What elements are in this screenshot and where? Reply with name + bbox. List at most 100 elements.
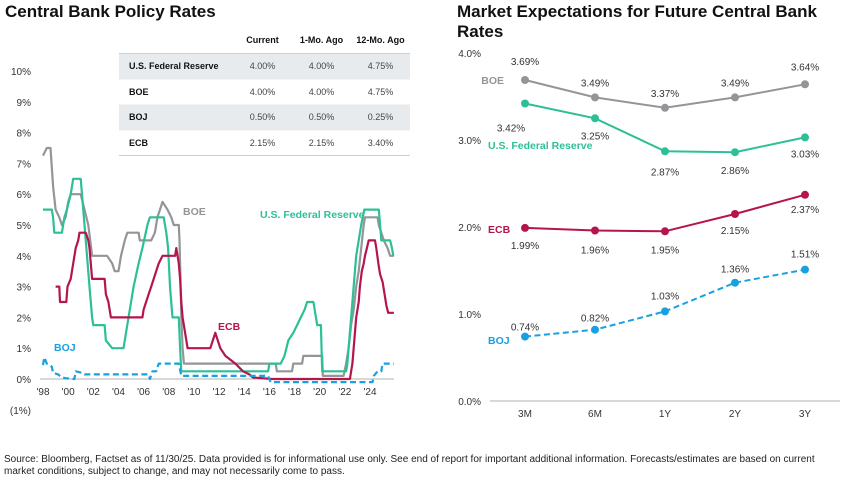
series-label-boe: BOE [481, 75, 504, 87]
data-point-ecb [591, 226, 599, 235]
data-label-boj: 1.03% [651, 291, 679, 302]
x-tick-label: 2Y [729, 409, 742, 420]
data-point-ecb [801, 190, 809, 199]
policy-rates-table: Current 1-Mo. Ago 12-Mo. Ago U.S. Federa… [119, 33, 410, 156]
y-tick-label: 10% [11, 67, 31, 78]
series-label-ecb: ECB [488, 224, 511, 236]
table-row: U.S. Federal Reserve 4.00% 4.00% 4.75% [119, 53, 410, 79]
series-line-u-s-federal-reserve [43, 177, 395, 373]
table-header-current: Current [246, 35, 279, 45]
y-tick-label: (1%) [10, 406, 31, 417]
data-point-boe [801, 80, 809, 89]
row-name: U.S. Federal Reserve [129, 61, 219, 72]
table-header-row: Current 1-Mo. Ago 12-Mo. Ago [119, 33, 410, 54]
data-point-u-s-federal-reserve [591, 114, 599, 123]
data-label-ecb: 2.37% [791, 205, 819, 216]
y-tick-label: 3.0% [458, 136, 481, 147]
data-label-ecb: 1.96% [581, 245, 609, 256]
row-12mo: 3.40% [367, 137, 394, 148]
table-row: BOE 4.00% 4.00% 4.75% [119, 79, 410, 105]
series-label-u-s-federal-reserve: U.S. Federal Reserve [260, 209, 365, 221]
x-tick-label: '06 [137, 387, 150, 398]
x-tick-label: '16 [263, 387, 276, 398]
data-label-u-s-federal-reserve: 2.87% [651, 167, 679, 178]
y-tick-label: 9% [17, 98, 32, 109]
y-tick-label: 7% [17, 159, 32, 170]
x-tick-label: '14 [238, 387, 251, 398]
table-row: ECB 2.15% 2.15% 3.40% [119, 130, 410, 156]
data-label-boe: 3.37% [651, 89, 679, 100]
data-point-boj [661, 307, 669, 316]
data-point-boe [521, 76, 529, 84]
y-tick-label: 8% [17, 129, 32, 140]
series-label-ecb: ECB [218, 321, 241, 333]
row-name: BOE [129, 86, 149, 97]
row-1mo: 4.00% [308, 86, 335, 97]
x-tick-label: 1Y [659, 409, 672, 420]
x-tick-label: '10 [187, 387, 200, 398]
x-tick-label: '08 [162, 387, 175, 398]
x-tick-label: '04 [112, 387, 125, 398]
y-tick-label: 5% [17, 221, 32, 232]
y-tick-label: 1% [17, 344, 32, 355]
row-name: ECB [129, 137, 149, 148]
x-tick-label: 3Y [799, 409, 812, 420]
y-tick-label: 1.0% [458, 310, 481, 321]
data-point-u-s-federal-reserve [661, 147, 669, 156]
row-12mo: 0.25% [367, 112, 394, 123]
row-current: 4.00% [249, 61, 276, 72]
x-tick-label: '00 [62, 387, 75, 398]
x-tick-label: '02 [87, 387, 100, 398]
data-point-boe [591, 93, 599, 102]
x-tick-label: 6M [588, 409, 602, 420]
x-tick-label: '24 [363, 387, 376, 398]
series-label-boj: BOJ [488, 335, 510, 347]
table-header-12mo: 12-Mo. Ago [356, 35, 405, 45]
table-header-blank [119, 33, 233, 54]
table-header-1mo: 1-Mo. Ago [299, 35, 344, 45]
data-point-u-s-federal-reserve [801, 133, 809, 142]
y-tick-label: 0.0% [458, 397, 481, 408]
data-label-u-s-federal-reserve: 3.25% [581, 131, 609, 142]
series-line-ecb [55, 231, 394, 381]
series-label-boj: BOJ [54, 342, 76, 354]
row-current: 4.00% [249, 86, 276, 97]
table-row: BOJ 0.50% 0.50% 0.25% [119, 104, 410, 130]
right-chart-title: Market Expectations for Future Central B… [457, 2, 817, 41]
y-tick-label: 4.0% [458, 49, 481, 60]
row-current: 2.15% [249, 137, 276, 148]
row-1mo: 0.50% [308, 112, 335, 123]
data-point-boj [521, 332, 529, 341]
left-chart-title: Central Bank Policy Rates [5, 2, 216, 21]
data-label-ecb: 1.99% [511, 241, 539, 252]
x-tick-label: '98 [36, 387, 49, 398]
policy-rates-chart: 10% 9% 8% 7% 6% 5% 4% 3% 2% 1% 0% (1%) '98 '00 '02 '04 '… [10, 67, 395, 417]
source-footnote: Source: Bloomberg, Factset as of 11/30/2… [4, 454, 815, 477]
series-line-boj [524, 268, 806, 338]
data-label-boe: 3.69% [511, 57, 539, 68]
data-label-boe: 3.64% [791, 62, 819, 73]
x-tick-label: '12 [213, 387, 226, 398]
data-point-ecb [521, 223, 529, 232]
data-point-boj [591, 325, 599, 334]
row-name: BOJ [129, 112, 148, 123]
data-label-u-s-federal-reserve: 3.03% [791, 149, 819, 160]
x-tick-label: 3M [518, 409, 532, 420]
y-tick-label: 6% [17, 190, 32, 201]
y-tick-label: 2% [17, 313, 32, 324]
y-tick-label: 0% [17, 375, 32, 386]
data-label-boe: 3.49% [581, 78, 609, 89]
data-point-boj [801, 265, 809, 274]
series-line-ecb [524, 193, 806, 233]
x-tick-label: '20 [313, 387, 326, 398]
data-label-ecb: 2.15% [721, 226, 749, 237]
data-label-ecb: 1.95% [651, 245, 679, 256]
row-1mo: 4.00% [308, 61, 335, 72]
market-expectations-chart: 4.0% 3.0% 2.0% 1.0% 0.0% 3M 6M 1Y 2Y 3Y 3.69% 3.49%… [458, 49, 840, 420]
row-1mo: 2.15% [308, 137, 335, 148]
data-label-u-s-federal-reserve: 2.86% [721, 166, 749, 177]
data-label-boj: 0.74% [511, 323, 539, 334]
data-point-boe [731, 93, 739, 102]
series-label-u-s-federal-reserve: U.S. Federal Reserve [488, 140, 593, 152]
x-tick-label: '22 [338, 387, 351, 398]
